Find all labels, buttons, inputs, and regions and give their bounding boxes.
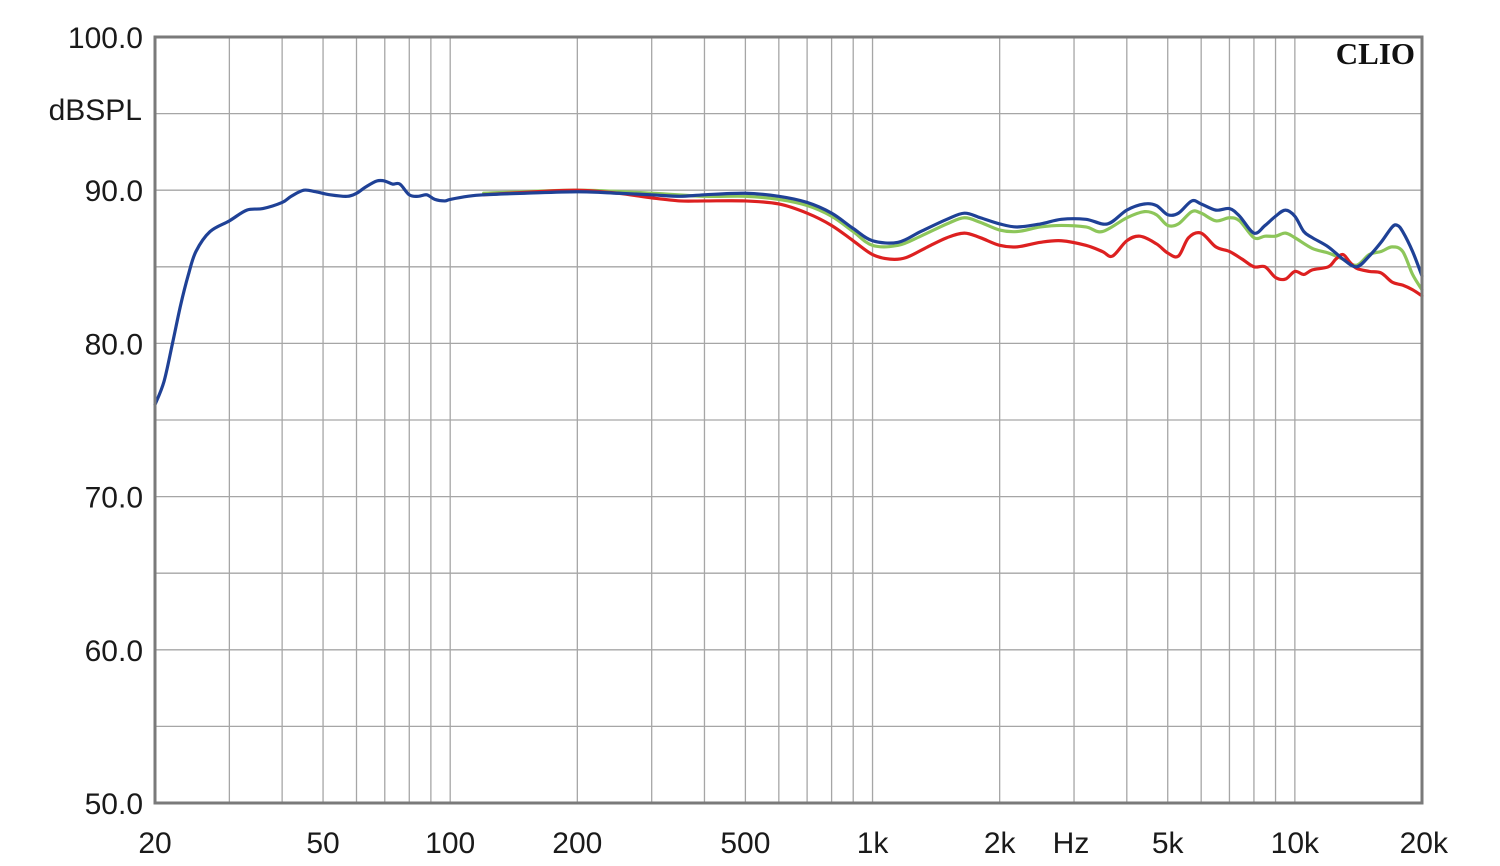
y-tick-label: 80.0 <box>85 328 143 361</box>
grid <box>155 37 1422 803</box>
clio-logo-text: CLIO <box>1336 36 1415 71</box>
x-tick-label: 200 <box>552 827 602 860</box>
x-tick-label: 20k <box>1400 827 1449 860</box>
series-layer <box>153 178 1424 407</box>
x-tick-label: 500 <box>720 827 770 860</box>
series-line-3 <box>153 178 1424 407</box>
y-axis-unit-label: dBSPL <box>49 94 142 127</box>
x-axis-unit-label: Hz <box>1053 827 1090 860</box>
x-tick-label: 50 <box>306 827 339 860</box>
y-tick-label: 60.0 <box>85 635 143 668</box>
series-line-2 <box>482 188 1424 298</box>
series-line-1 <box>482 188 1424 292</box>
x-tick-label: 100 <box>425 827 475 860</box>
x-tick-label: 5k <box>1152 827 1185 860</box>
y-tick-label: 70.0 <box>85 482 143 515</box>
axis-labels: 100.0 90.0 80.0 70.0 60.0 50.0 20 50 100 200 500 1k… <box>68 22 1449 860</box>
x-tick-label: 1k <box>857 827 890 860</box>
x-tick-label: 20 <box>138 827 171 860</box>
x-tick-label: 10k <box>1271 827 1320 860</box>
y-tick-label: 50.0 <box>85 788 143 821</box>
x-tick-label: 2k <box>984 827 1017 860</box>
y-tick-label: 90.0 <box>85 175 143 208</box>
y-tick-label: 100.0 <box>68 22 143 55</box>
plot-frame <box>153 35 1424 805</box>
